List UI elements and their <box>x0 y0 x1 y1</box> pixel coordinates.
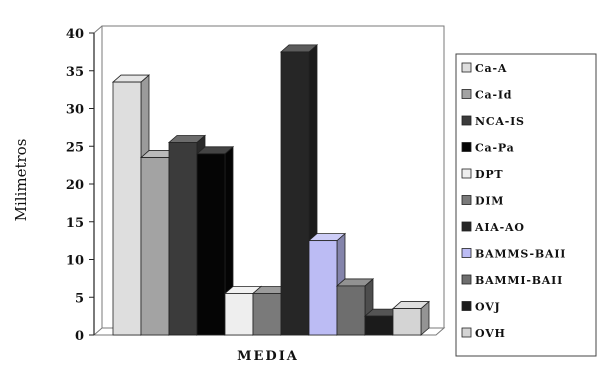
plot-area: 0 5 10 15 20 25 30 35 40 Milimetros MEDIA <box>12 25 446 364</box>
y-tick-label: 25 <box>66 140 84 155</box>
legend-swatch <box>461 248 472 258</box>
legend-swatch <box>461 327 472 338</box>
bar <box>391 300 431 336</box>
bar-front <box>224 293 254 336</box>
legend-label: NCA-IS <box>475 115 525 128</box>
bar-front <box>392 308 422 336</box>
legend-swatch <box>461 62 472 73</box>
legend-swatch <box>461 301 472 311</box>
bar-front <box>308 240 338 336</box>
legend-items: Ca-A Ca-Id NCA-IS Ca-Pa DPT DIM AIA-AO BAMMS-BA… <box>461 62 566 340</box>
bar-front <box>112 81 142 336</box>
y-tick-label: 10 <box>66 254 84 269</box>
y-tick-label: 35 <box>66 65 84 80</box>
legend-swatch <box>461 274 472 285</box>
legend-swatch <box>461 168 472 179</box>
bar-front <box>252 293 282 336</box>
legend: Ca-A Ca-Id NCA-IS Ca-Pa DPT DIM AIA-AO BAMMS-BA… <box>455 53 597 357</box>
legend-swatch <box>461 195 472 205</box>
bar-front <box>140 157 170 336</box>
bar <box>279 43 319 336</box>
legend-label: DPT <box>475 168 503 181</box>
bars <box>111 43 431 336</box>
legend-swatch <box>461 221 472 232</box>
legend-label: BAMMS-BAII <box>475 248 566 261</box>
bar-front <box>336 285 366 336</box>
legend-label: DIM <box>475 195 504 208</box>
legend-label: BAMMI-BAII <box>475 274 563 287</box>
bar-front <box>280 51 310 336</box>
y-tick-label: 15 <box>66 216 84 231</box>
legend-label: AIA-AO <box>474 221 525 234</box>
legend-box <box>455 53 597 357</box>
legend-swatch <box>461 142 472 152</box>
y-tick-label: 40 <box>66 27 84 42</box>
bar-front <box>364 315 394 336</box>
legend-label: OVJ <box>475 301 501 314</box>
legend-label: Ca-Pa <box>475 142 515 155</box>
legend-swatch <box>461 89 472 99</box>
bar-front <box>196 153 226 336</box>
legend-label: Ca-A <box>475 62 507 75</box>
y-tick-label: 20 <box>66 178 84 193</box>
y-axis-title: Milimetros <box>12 139 30 222</box>
y-tick-label: 0 <box>75 329 84 344</box>
bar-front <box>168 142 198 336</box>
side-wall-top <box>93 25 103 34</box>
y-tick-label: 30 <box>66 103 84 118</box>
legend-label: OVH <box>475 327 506 340</box>
y-axis: 0 5 10 15 20 25 30 35 40 <box>66 27 95 344</box>
x-tick-label: MEDIA <box>237 349 299 364</box>
legend-swatch <box>461 115 472 126</box>
legend-label: Ca-Id <box>475 89 512 102</box>
y-tick-label: 5 <box>75 291 84 306</box>
